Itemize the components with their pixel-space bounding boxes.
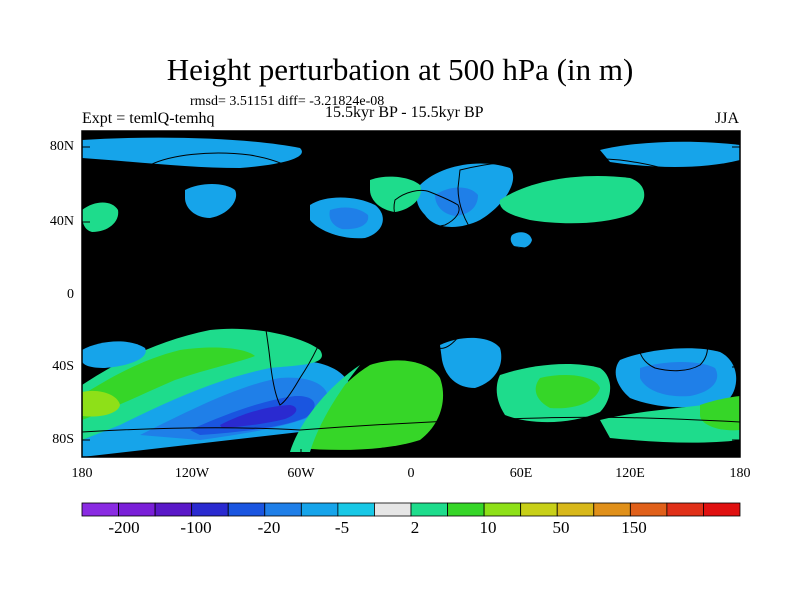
- contour-negative-north-atlantic-core: [329, 207, 369, 230]
- colorbar-swatch: [118, 502, 156, 517]
- colorbar-swatch: [593, 502, 631, 517]
- lon-label-120w: 120W: [174, 466, 210, 481]
- contour-positive-south-pacific-core: [82, 347, 255, 420]
- colorbar-swatch: [447, 502, 485, 517]
- colorbar-label: -20: [257, 518, 281, 537]
- contour-negative-south-africa: [440, 337, 502, 388]
- colorbar-swatch: [666, 502, 704, 517]
- japan-outline: [699, 209, 706, 233]
- contour-negative-arctic: [82, 137, 302, 168]
- colorbar-label: -200: [108, 518, 140, 537]
- plot-title: Height perturbation at 500 hPa (in m): [166, 52, 634, 87]
- colorbar-label: 10: [479, 518, 497, 537]
- contour-positive-south-atlantic-outer: [290, 365, 360, 452]
- colorbar-swatch: [410, 502, 448, 517]
- lat-label-40s: 40S: [52, 359, 74, 374]
- contour-negative-europe-core: [435, 187, 478, 216]
- lat-ticks: [82, 146, 740, 441]
- contour-negative-caspian: [510, 232, 532, 248]
- lat-label-40n: 40N: [49, 214, 74, 229]
- colorbar-swatch: [227, 502, 266, 517]
- colorbar-swatch: [191, 502, 229, 517]
- antarctica-outline: [81, 416, 741, 433]
- lat-label-80n: 80N: [49, 139, 74, 154]
- contour-negative-north-america: [185, 184, 237, 218]
- colorbar-label: 150: [621, 518, 647, 537]
- indonesia-outline: [599, 293, 681, 306]
- lon-label-60e: 60E: [509, 466, 533, 481]
- lon-label-0: 0: [407, 466, 415, 481]
- period-label: 15.5kyr BP - 15.5kyr BP: [325, 104, 484, 121]
- lon-label-60w: 60W: [287, 466, 315, 481]
- colorbar: [81, 502, 741, 517]
- contour-negative-north-east: [600, 141, 740, 167]
- lon-label-180w: 180: [71, 466, 93, 481]
- colorbar-swatch: [300, 502, 339, 517]
- colorbar-swatch: [264, 502, 302, 517]
- contour-negative-australia-core: [640, 362, 718, 397]
- lat-label-0: 0: [67, 287, 74, 302]
- contour-negative-south-pacific-center: [220, 405, 297, 428]
- contour-positive-west-edge: [82, 390, 120, 417]
- colorbar-swatch: [703, 502, 741, 517]
- colorbar-swatch: [337, 502, 375, 517]
- colorbar-swatch: [81, 502, 119, 517]
- colorbar-swatch: [154, 502, 193, 517]
- colorbar-swatch: [520, 502, 558, 517]
- south-america-outline: [258, 263, 330, 406]
- colorbar-swatch: [374, 502, 412, 517]
- europe-outline: [393, 189, 460, 230]
- colorbar-label: -5: [334, 518, 350, 537]
- experiment-label: Expt = temlQ-temhq: [82, 110, 215, 127]
- season-label: JJA: [715, 110, 740, 127]
- contour-fields: [82, 137, 740, 457]
- asia-outline: [457, 157, 706, 271]
- colorbar-label: -100: [180, 518, 212, 537]
- contour-positive-siberia: [499, 176, 645, 224]
- colorbar-swatch: [483, 502, 522, 517]
- stats-text: rmsd= 3.51151 diff= -3.21824e-08: [190, 94, 385, 109]
- africa-outline: [393, 236, 484, 349]
- contour-positive-north-pacific: [82, 202, 119, 232]
- coastlines: [81, 137, 741, 433]
- contour-negative-south-west: [82, 341, 146, 368]
- colorbar-swatch: [556, 502, 595, 517]
- lon-label-120e: 120E: [615, 466, 645, 481]
- contour-positive-south-indian-core: [535, 375, 600, 409]
- australia-outline: [637, 323, 708, 372]
- india-outline: [551, 251, 579, 291]
- lat-label-80s: 80S: [52, 432, 74, 447]
- north-america-outline: [149, 152, 306, 269]
- colorbar-label: 50: [552, 518, 570, 537]
- lon-ticks: [81, 449, 741, 457]
- lon-label-180e: 180: [729, 466, 751, 481]
- colorbar-swatch: [629, 502, 668, 517]
- colorbar-label: 2: [410, 518, 420, 537]
- contour-positive-north-atlantic: [370, 176, 421, 212]
- greenland-outline: [319, 137, 376, 173]
